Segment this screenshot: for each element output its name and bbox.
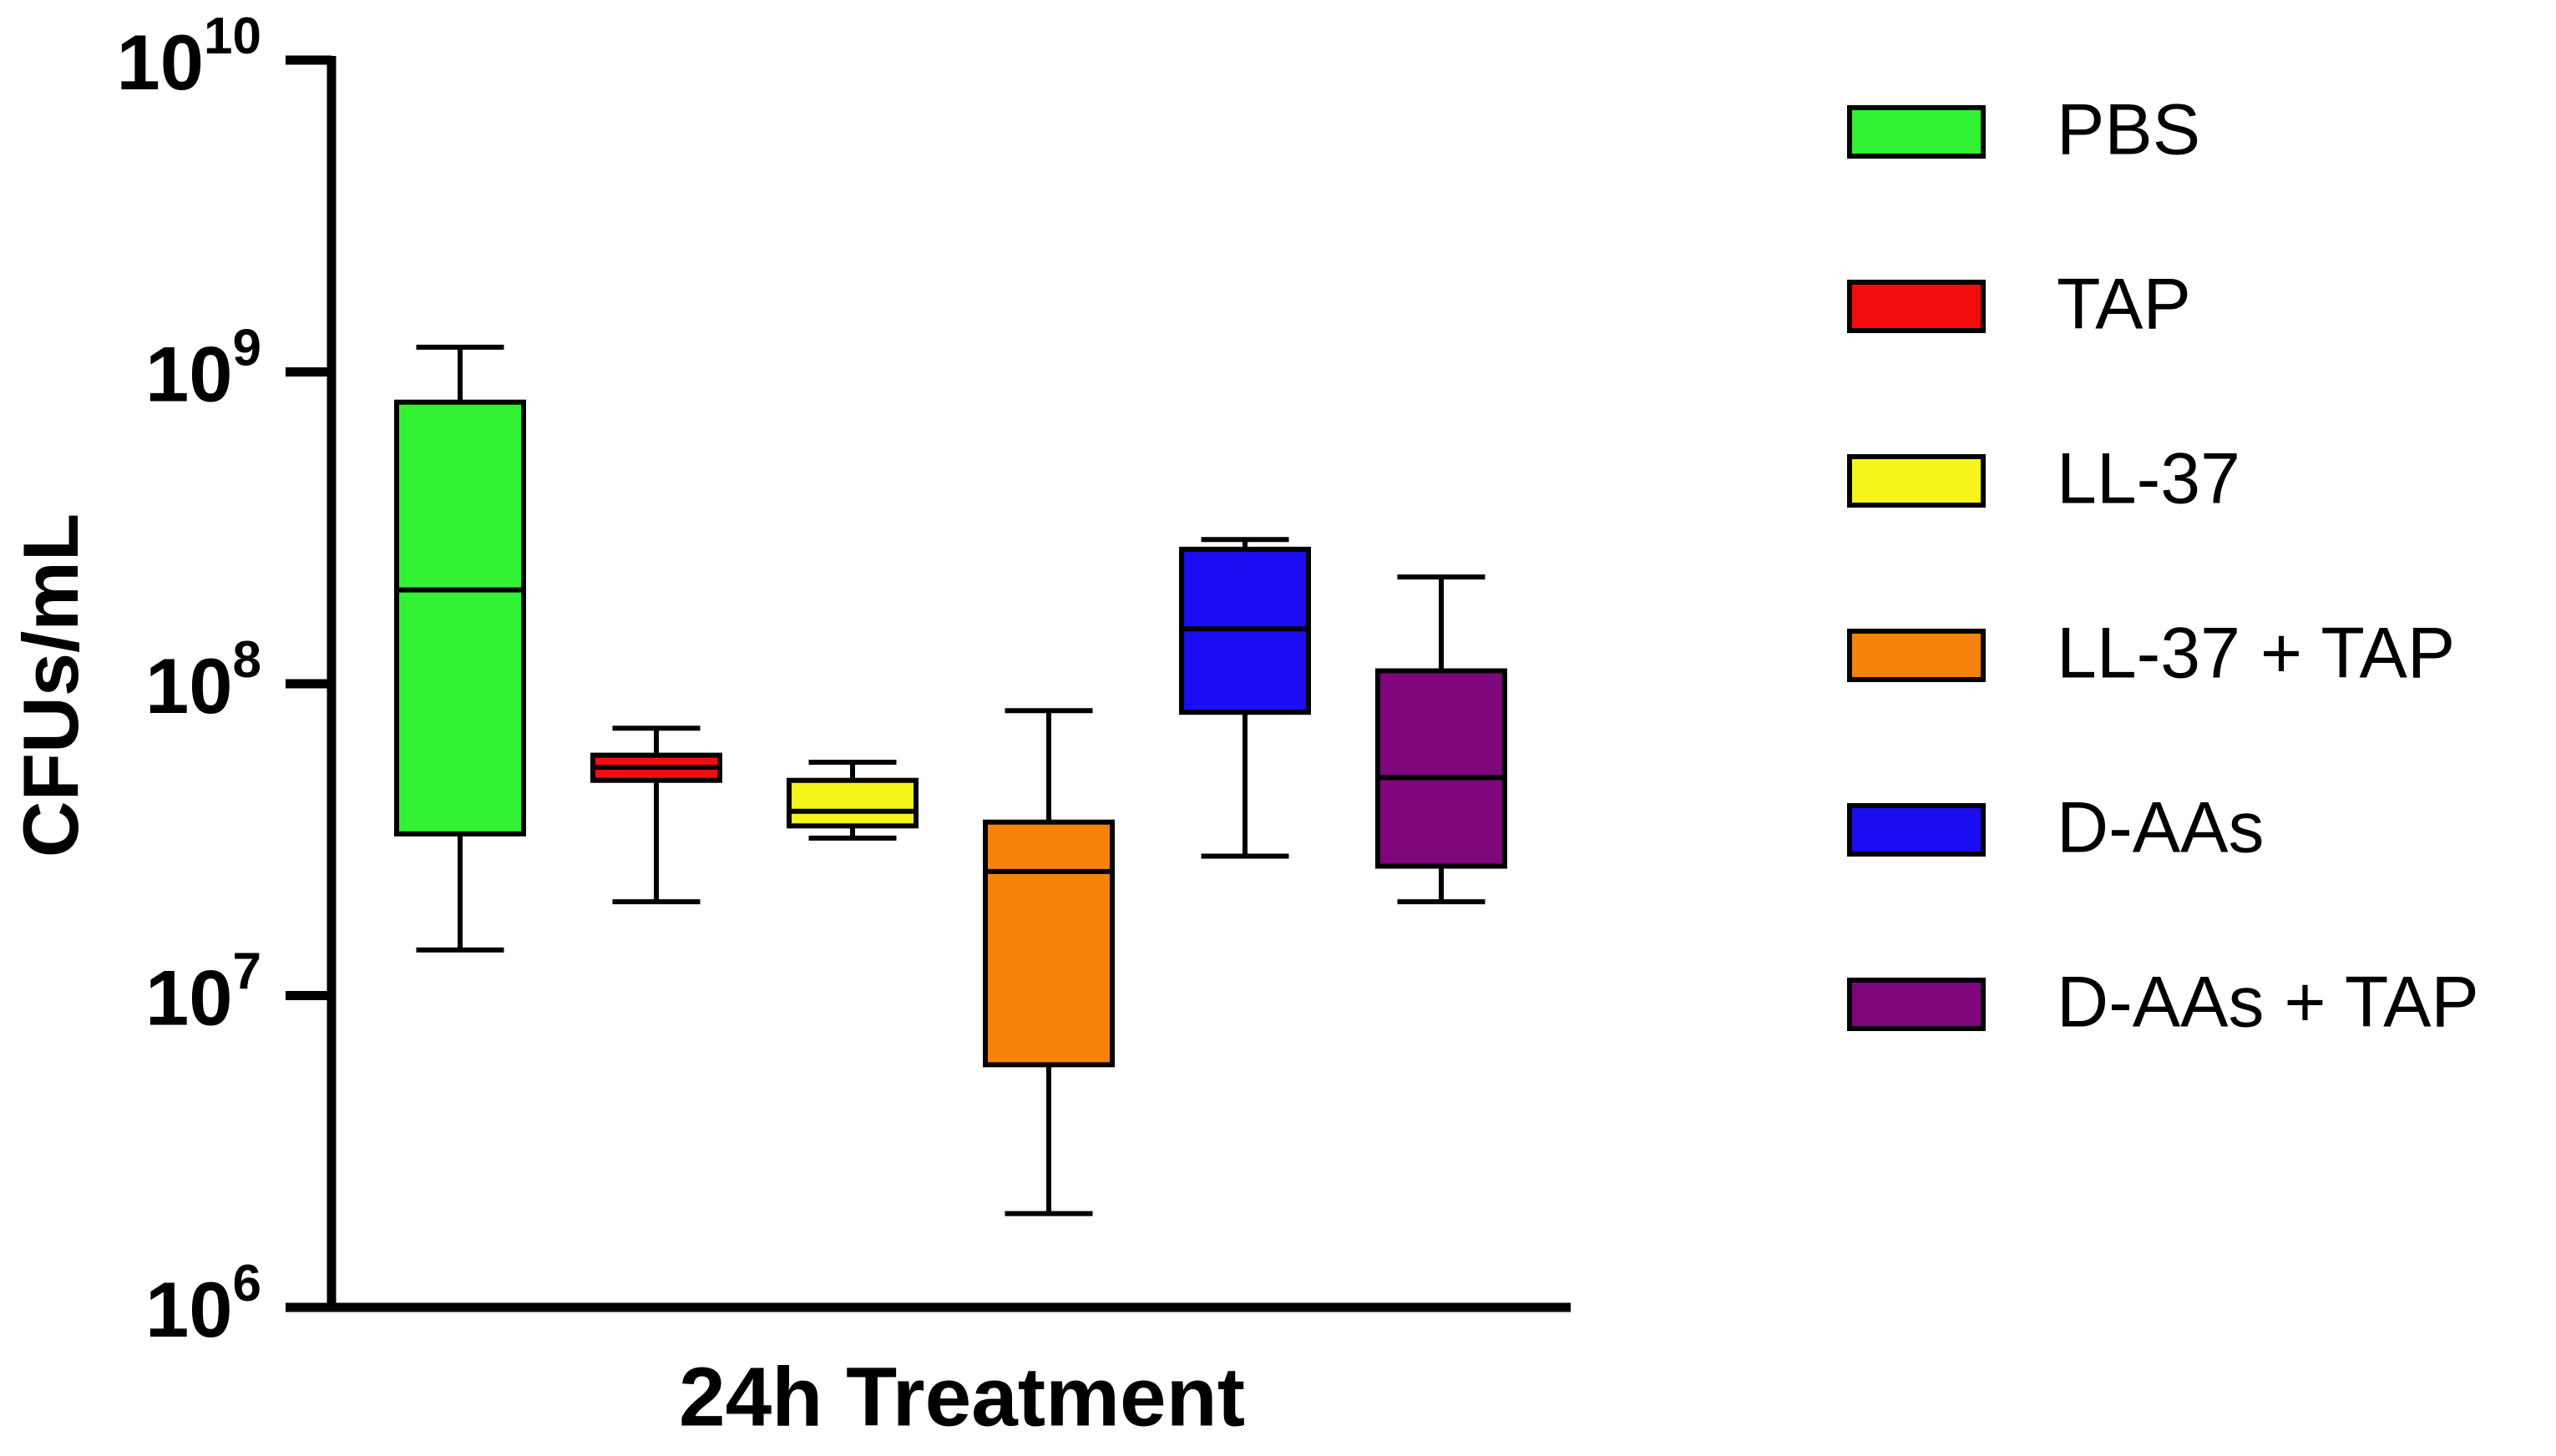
y-tick-label: 108 bbox=[145, 631, 261, 729]
box bbox=[787, 777, 919, 829]
y-tick-label: 107 bbox=[145, 943, 261, 1041]
y-tick-label: 1010 bbox=[116, 8, 261, 105]
legend-label: D-AAs bbox=[2057, 788, 2264, 868]
legend-label: PBS bbox=[2057, 90, 2200, 170]
tick-exponent: 8 bbox=[233, 631, 261, 689]
tick-exponent: 10 bbox=[204, 8, 261, 65]
tick-base: 10 bbox=[145, 330, 233, 417]
legend-swatch bbox=[1847, 280, 1986, 333]
legend-label: LL-37 bbox=[2057, 439, 2240, 519]
box bbox=[394, 399, 526, 837]
legend-swatch bbox=[1847, 978, 1986, 1031]
tick-base: 10 bbox=[145, 1266, 233, 1353]
legend-swatch bbox=[1847, 629, 1986, 682]
y-tick-label: 106 bbox=[145, 1255, 261, 1352]
tick-base: 10 bbox=[145, 953, 233, 1041]
y-axis-label: CFUs/mL bbox=[7, 513, 94, 858]
tick-base: 10 bbox=[145, 642, 233, 730]
legend-label: LL-37 + TAP bbox=[2057, 614, 2455, 694]
legend-label: D-AAs + TAP bbox=[2057, 963, 2479, 1043]
tick-exponent: 6 bbox=[233, 1255, 261, 1312]
box bbox=[1375, 668, 1507, 869]
y-tick-label: 109 bbox=[145, 320, 261, 417]
box bbox=[983, 819, 1115, 1068]
legend-swatch bbox=[1847, 454, 1986, 508]
legend-swatch bbox=[1847, 803, 1986, 857]
tick-exponent: 9 bbox=[233, 320, 261, 377]
legend-swatch bbox=[1847, 105, 1986, 159]
legend-label: TAP bbox=[2057, 265, 2191, 345]
x-axis-label: 24h Treatment bbox=[679, 1350, 1245, 1443]
tick-base: 10 bbox=[116, 18, 204, 106]
tick-exponent: 7 bbox=[233, 943, 261, 1001]
